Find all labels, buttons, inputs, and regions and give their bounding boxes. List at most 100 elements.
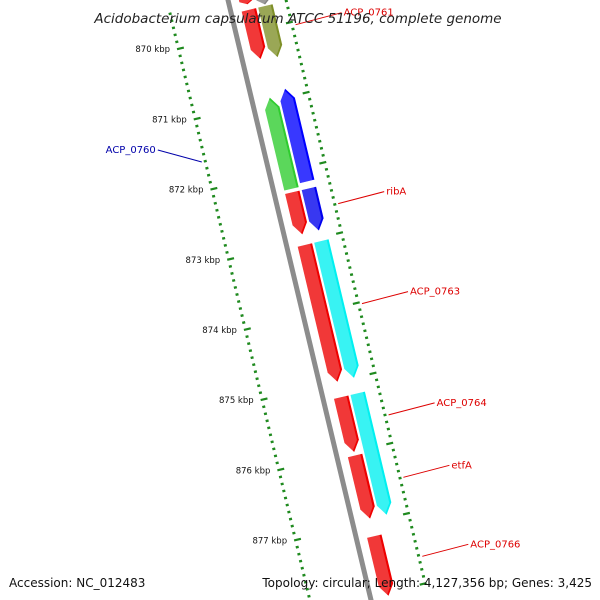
minor-tick-left — [265, 419, 269, 423]
minor-tick-right — [364, 336, 369, 340]
minor-tick-left — [270, 440, 274, 444]
minor-tick-left — [168, 12, 172, 16]
minor-tick-right — [408, 518, 412, 522]
minor-tick-left — [223, 243, 228, 247]
gene-arrow-acp-0764[interactable] — [334, 395, 359, 453]
gene-arrow-acp-0763[interactable] — [297, 243, 343, 382]
gene-arrow-riba[interactable] — [285, 190, 307, 235]
gene-arrow-highlight — [278, 89, 313, 184]
minor-tick-left — [191, 110, 196, 114]
minor-tick-left — [185, 82, 189, 86]
gene-label-acp-0761[interactable]: ACP_0761 — [344, 8, 394, 19]
minor-tick-right — [353, 287, 357, 291]
minor-tick-left — [183, 75, 187, 79]
minor-tick-right — [333, 202, 337, 206]
minor-tick-right — [301, 69, 305, 73]
gene-arrow[interactable] — [280, 88, 315, 184]
minor-tick-left — [262, 405, 266, 409]
gene-arrow-highlight — [332, 396, 357, 453]
minor-tick-left — [305, 587, 310, 591]
minor-tick-left — [236, 299, 241, 304]
major-tick-left — [243, 327, 251, 332]
minor-tick-left — [268, 433, 273, 437]
minor-tick-right — [326, 174, 330, 178]
minor-tick-left — [250, 356, 254, 360]
minor-tick-right — [291, 27, 295, 31]
minor-tick-left — [186, 89, 191, 93]
minor-tick-right — [319, 146, 324, 150]
major-tick-right — [352, 301, 360, 306]
minor-tick-left — [272, 447, 276, 451]
minor-tick-right — [381, 406, 386, 410]
minor-tick-left — [263, 412, 268, 416]
minor-tick-left — [257, 384, 261, 388]
gene-label-leader — [338, 191, 385, 205]
minor-tick-left — [282, 489, 286, 493]
gene-arrow-etfa[interactable] — [347, 453, 375, 519]
gene-arrow-highlight — [263, 98, 297, 191]
minor-tick-left — [240, 314, 244, 318]
genome-backbone-layer — [225, 0, 374, 600]
minor-tick-right — [346, 259, 350, 263]
gene-label-etfa[interactable]: etfA — [451, 460, 472, 471]
gene-arrow[interactable] — [314, 239, 359, 378]
minor-tick-right — [396, 469, 401, 473]
gene-arrow[interactable] — [350, 391, 392, 515]
minor-tick-left — [235, 292, 239, 297]
minor-tick-right — [420, 567, 424, 571]
gene-feature-layer — [236, 0, 394, 597]
gene-label-leader — [361, 291, 409, 305]
gene-arrow-highlight — [312, 239, 357, 379]
minor-tick-right — [361, 322, 365, 326]
scale-tick-label: 874 kbp — [202, 326, 237, 336]
gene-label-acp-0760[interactable]: ACP_0760 — [106, 145, 156, 156]
minor-tick-right — [401, 490, 406, 494]
gene-arrow[interactable] — [301, 186, 324, 231]
scale-tick-label: 877 kbp — [252, 536, 287, 546]
minor-tick-left — [211, 194, 216, 198]
minor-tick-left — [220, 229, 224, 233]
gene-arrow[interactable] — [238, 0, 254, 5]
gene-arrow-highlight — [348, 392, 390, 516]
gene-arrow-highlight — [295, 243, 341, 383]
minor-tick-left — [221, 236, 226, 240]
minor-tick-right — [349, 273, 354, 277]
minor-tick-right — [336, 216, 340, 220]
minor-tick-left — [188, 96, 192, 100]
minor-tick-right — [299, 62, 304, 66]
minor-tick-right — [374, 378, 379, 382]
genome-backbone — [225, 0, 374, 600]
minor-tick-right — [398, 476, 402, 480]
minor-tick-right — [378, 392, 382, 396]
gene-label-acp-0764[interactable]: ACP_0764 — [437, 398, 487, 409]
minor-tick-left — [273, 454, 278, 458]
minor-tick-right — [386, 427, 391, 431]
minor-tick-left — [248, 349, 253, 353]
minor-tick-right — [415, 546, 419, 550]
minor-tick-right — [394, 462, 399, 466]
gene-arrow[interactable] — [255, 0, 271, 5]
gene-arrow-highlight — [236, 0, 251, 5]
gene-arrow-acp-0761[interactable] — [241, 8, 266, 60]
minor-tick-left — [255, 377, 259, 381]
minor-tick-right — [302, 76, 307, 80]
gene-label-layer: ACP_0761 ACP_0760 ribA ACP_0763 ACP_0764 etfA… — [106, 8, 520, 557]
minor-tick-left — [213, 201, 218, 205]
gene-arrow-acp-0760[interactable] — [265, 97, 299, 191]
minor-tick-right — [311, 111, 315, 115]
gene-label-leader — [388, 402, 435, 416]
major-tick-left — [176, 46, 185, 51]
gene-arrow-acp-0766[interactable] — [367, 534, 394, 596]
gene-arrow[interactable] — [258, 4, 283, 58]
minor-tick-right — [344, 252, 349, 256]
minor-tick-left — [216, 215, 221, 219]
gene-label-riba[interactable]: ribA — [386, 187, 406, 198]
major-tick-left — [193, 116, 201, 121]
gene-label-acp-0763[interactable]: ACP_0763 — [410, 287, 460, 298]
minor-tick-left — [295, 545, 299, 549]
scale-tick-label: 875 kbp — [219, 396, 254, 406]
gene-label-acp-0766[interactable]: ACP_0766 — [470, 539, 520, 550]
minor-tick-right — [343, 245, 347, 249]
minor-tick-right — [421, 574, 426, 578]
